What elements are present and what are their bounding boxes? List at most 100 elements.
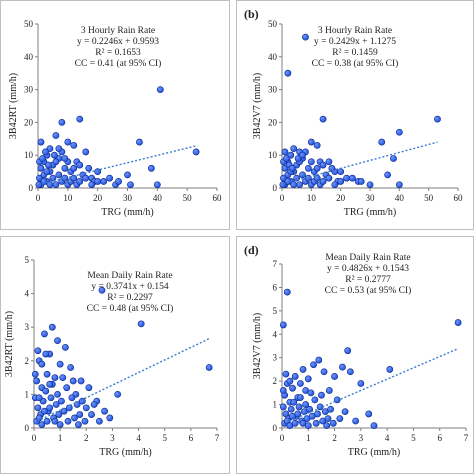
y-tick-label: 1 — [273, 400, 278, 410]
data-point — [55, 171, 63, 179]
data-point — [284, 69, 292, 77]
data-point — [64, 138, 72, 146]
data-point — [299, 366, 307, 373]
data-point — [55, 145, 63, 153]
y-tick-label: 0 — [25, 423, 30, 433]
data-point — [81, 417, 89, 425]
data-point — [33, 377, 41, 385]
annotation-line: R² = 0.2777 — [345, 275, 391, 285]
x-tick-label: 50 — [424, 193, 434, 203]
panel-label: (b) — [244, 7, 259, 21]
data-point — [288, 164, 296, 172]
data-point — [82, 174, 90, 182]
data-point — [205, 364, 213, 371]
data-point — [90, 401, 98, 408]
data-point — [304, 422, 312, 430]
x-tick-label: 10 — [307, 193, 317, 203]
y-tick-label: 4 — [273, 329, 278, 339]
data-point — [306, 405, 313, 413]
x-tick-label: 0 — [280, 433, 285, 443]
data-point — [101, 407, 108, 415]
data-point — [46, 380, 54, 388]
annotation-line: CC = 0.41 (at 95% CI) — [75, 58, 162, 69]
data-point — [76, 115, 84, 123]
data-point — [82, 404, 90, 412]
data-point — [54, 390, 61, 398]
data-point — [136, 138, 143, 146]
data-point — [127, 181, 134, 189]
data-point — [434, 115, 441, 123]
data-point — [348, 174, 356, 182]
data-point — [390, 155, 397, 162]
data-point — [77, 377, 85, 385]
data-point — [100, 178, 108, 185]
y-tick-label: 50 — [268, 19, 278, 29]
data-point — [35, 394, 43, 402]
data-point — [54, 337, 61, 345]
data-point — [310, 361, 317, 369]
data-point — [61, 174, 69, 182]
annotation-line: R² = 0.2297 — [107, 293, 153, 303]
data-point — [366, 181, 374, 189]
y-tick-label: 0 — [29, 183, 34, 193]
y-tick-label: 0 — [273, 183, 278, 193]
y-tick-label: 2 — [273, 376, 278, 386]
data-point — [324, 415, 332, 423]
y-axis-label: 3B42RT (mm/h) — [8, 73, 19, 139]
data-point — [282, 155, 290, 162]
data-point — [346, 368, 354, 376]
annotation-line: 3 Hourly Rain Rate — [81, 26, 155, 36]
panel-frame — [0, 236, 230, 474]
data-point — [94, 178, 102, 185]
data-point — [75, 421, 82, 429]
data-point — [370, 422, 378, 430]
y-tick-label: 10 — [268, 150, 278, 160]
trendline — [281, 141, 438, 185]
data-point — [41, 330, 48, 338]
data-point — [395, 181, 403, 189]
data-point — [329, 419, 337, 427]
data-point — [320, 368, 328, 376]
chart-panel-1: 0 10 20 30 40 50 60 0 10 20 30 40 50 TRG (mm/h) 3B42RT… — [0, 0, 230, 230]
x-tick-label: 30 — [123, 193, 133, 203]
data-point — [295, 403, 303, 411]
data-point — [352, 417, 359, 425]
data-point — [319, 115, 327, 123]
data-point — [43, 417, 51, 425]
data-point — [46, 404, 54, 412]
y-tick-label: 5 — [273, 306, 278, 316]
y-tick-label: 0 — [273, 423, 278, 433]
x-tick-label: 60 — [213, 193, 223, 203]
x-axis-label: TRG (mm/h) — [344, 207, 397, 218]
data-point — [302, 401, 310, 408]
annotation-line: Mean Daily Rain Rate — [325, 253, 410, 263]
data-point — [68, 394, 76, 402]
data-point — [82, 148, 90, 156]
x-tick-label: 1 — [58, 433, 63, 443]
panel-frame — [236, 236, 474, 474]
data-point — [76, 411, 84, 418]
data-point — [41, 407, 48, 415]
data-point — [312, 419, 320, 427]
data-point — [344, 347, 352, 355]
data-point — [34, 347, 42, 355]
data-point — [313, 141, 321, 149]
x-tick-label: 6 — [189, 433, 194, 443]
data-point — [313, 164, 321, 172]
data-point — [287, 405, 295, 413]
data-point — [115, 178, 122, 185]
data-point — [290, 145, 298, 153]
data-point — [106, 174, 113, 182]
data-point — [291, 419, 299, 427]
data-point — [454, 319, 462, 326]
y-tick-label: 7 — [273, 259, 278, 269]
chart-panel-2: 0 10 20 30 40 50 60 0 10 20 30 40 50 TRG (mm/h) 3B42V7… — [236, 0, 474, 230]
data-point — [336, 415, 344, 423]
data-point — [34, 404, 42, 412]
data-point — [37, 138, 45, 146]
data-point — [307, 138, 315, 146]
data-point — [56, 360, 64, 368]
x-tick-label: 1 — [306, 433, 311, 443]
x-tick-label: 7 — [464, 433, 469, 443]
